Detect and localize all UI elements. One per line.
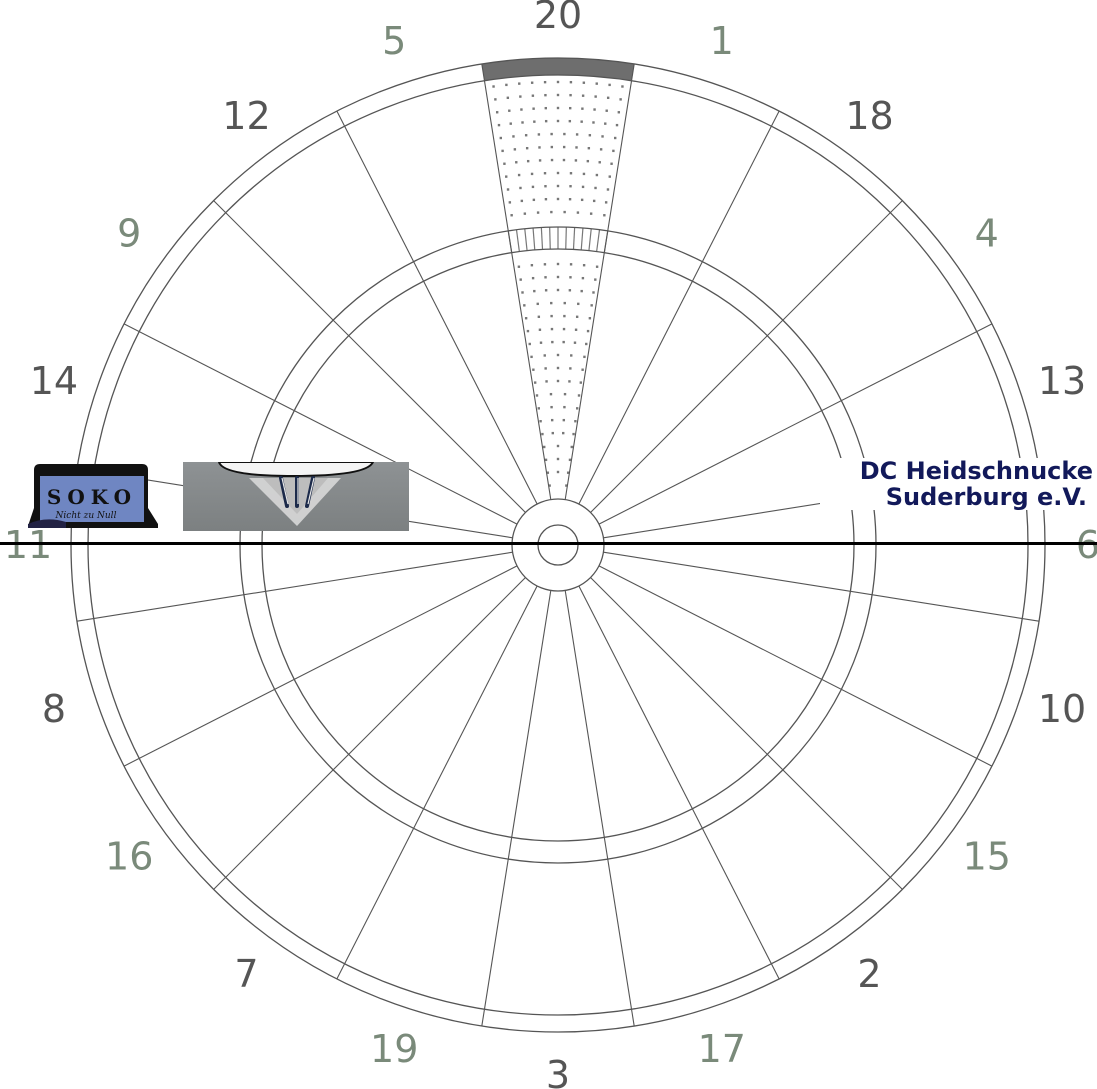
segment-number: 10	[1038, 687, 1086, 731]
segment-boundary	[564, 590, 635, 1027]
double-20-fill	[481, 58, 635, 81]
ring-0	[70, 57, 1046, 1033]
segment-number: 18	[845, 94, 893, 138]
segment-boundary	[76, 551, 513, 622]
segment-boundary	[481, 590, 552, 1027]
segment-20-dots	[492, 80, 624, 487]
segment-number: 12	[222, 94, 270, 138]
board-rings	[70, 57, 1046, 1033]
ring-1	[87, 74, 1029, 1016]
segment-boundary	[481, 63, 552, 500]
ring-2	[239, 226, 877, 864]
segment-number: 13	[1038, 359, 1086, 403]
ring-4	[511, 498, 605, 592]
club-name-line1: DC Heidschnucke	[859, 457, 1093, 485]
board-spokes	[76, 63, 1040, 1027]
segment-boundary	[123, 323, 518, 525]
segment-boundary	[564, 63, 635, 500]
segment-number: 11	[4, 523, 52, 567]
segment-boundary	[336, 585, 538, 980]
soko-logo: SOKO Nicht zu Null	[28, 464, 158, 528]
segment-boundary	[336, 110, 538, 505]
segment-boundary	[123, 565, 518, 767]
segment-number: 16	[105, 835, 153, 879]
segment-number: 19	[370, 1027, 418, 1071]
horizontal-divider	[0, 542, 1097, 545]
segment-number: 7	[234, 952, 258, 996]
soko-title: SOKO	[47, 485, 137, 509]
segment-boundary	[598, 323, 993, 525]
segment-number: 1	[710, 19, 734, 63]
segment-20-highlight	[481, 58, 635, 487]
soko-tagline: Nicht zu Null	[55, 511, 117, 521]
segment-number: 4	[975, 211, 999, 255]
segment-number: 20	[534, 0, 582, 37]
segment-number: 8	[42, 687, 66, 731]
segment-boundary	[213, 200, 526, 513]
ring-5	[537, 524, 579, 566]
segment-number: 2	[857, 952, 881, 996]
segment-boundary	[578, 110, 780, 505]
segment-boundary	[598, 565, 993, 767]
darts-logo	[183, 462, 409, 531]
segment-number: 17	[698, 1027, 746, 1071]
club-name: DC Heidschnucke Suderburg e.V.	[820, 458, 1095, 510]
segment-boundary	[590, 577, 903, 890]
club-name-line2: Suderburg e.V.	[885, 483, 1087, 511]
segment-number: 15	[963, 835, 1011, 879]
segment-number: 5	[382, 19, 406, 63]
segment-numbers: 20 1 18 4 13 6 10 15 2 17 3 19 7 16 8 11 14 9 12 5	[4, 0, 1097, 1089]
ring-3	[261, 248, 855, 842]
segment-boundary	[213, 577, 526, 890]
segment-number: 14	[30, 359, 78, 403]
segment-number: 6	[1076, 523, 1097, 567]
segment-boundary	[603, 551, 1040, 622]
segment-boundary	[590, 200, 903, 513]
segment-number: 3	[546, 1053, 570, 1089]
segment-boundary	[578, 585, 780, 980]
segment-number: 9	[117, 211, 141, 255]
